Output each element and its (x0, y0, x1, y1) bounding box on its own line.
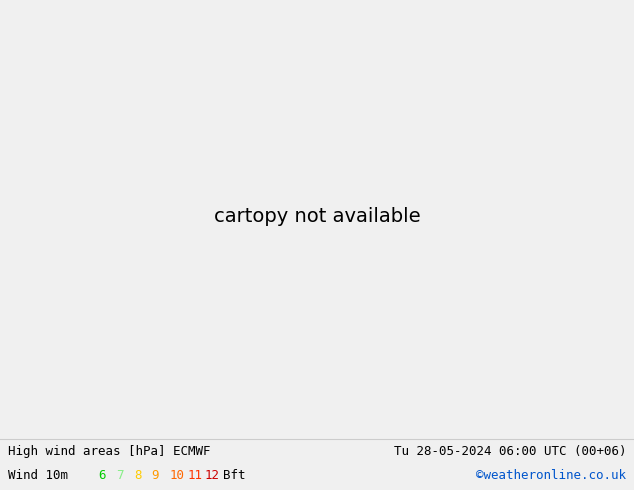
Text: cartopy not available: cartopy not available (214, 207, 420, 226)
Text: 12: 12 (205, 469, 220, 483)
Text: High wind areas [hPa] ECMWF: High wind areas [hPa] ECMWF (8, 445, 210, 458)
Text: Tu 28-05-2024 06:00 UTC (00+06): Tu 28-05-2024 06:00 UTC (00+06) (394, 445, 626, 458)
Text: 6: 6 (98, 469, 106, 483)
Text: 9: 9 (152, 469, 159, 483)
Text: 7: 7 (116, 469, 124, 483)
Text: Wind 10m: Wind 10m (8, 469, 68, 483)
Text: 8: 8 (134, 469, 141, 483)
Text: 10: 10 (169, 469, 184, 483)
Text: 11: 11 (187, 469, 202, 483)
Text: ©weatheronline.co.uk: ©weatheronline.co.uk (476, 469, 626, 483)
Text: Bft: Bft (223, 469, 245, 483)
